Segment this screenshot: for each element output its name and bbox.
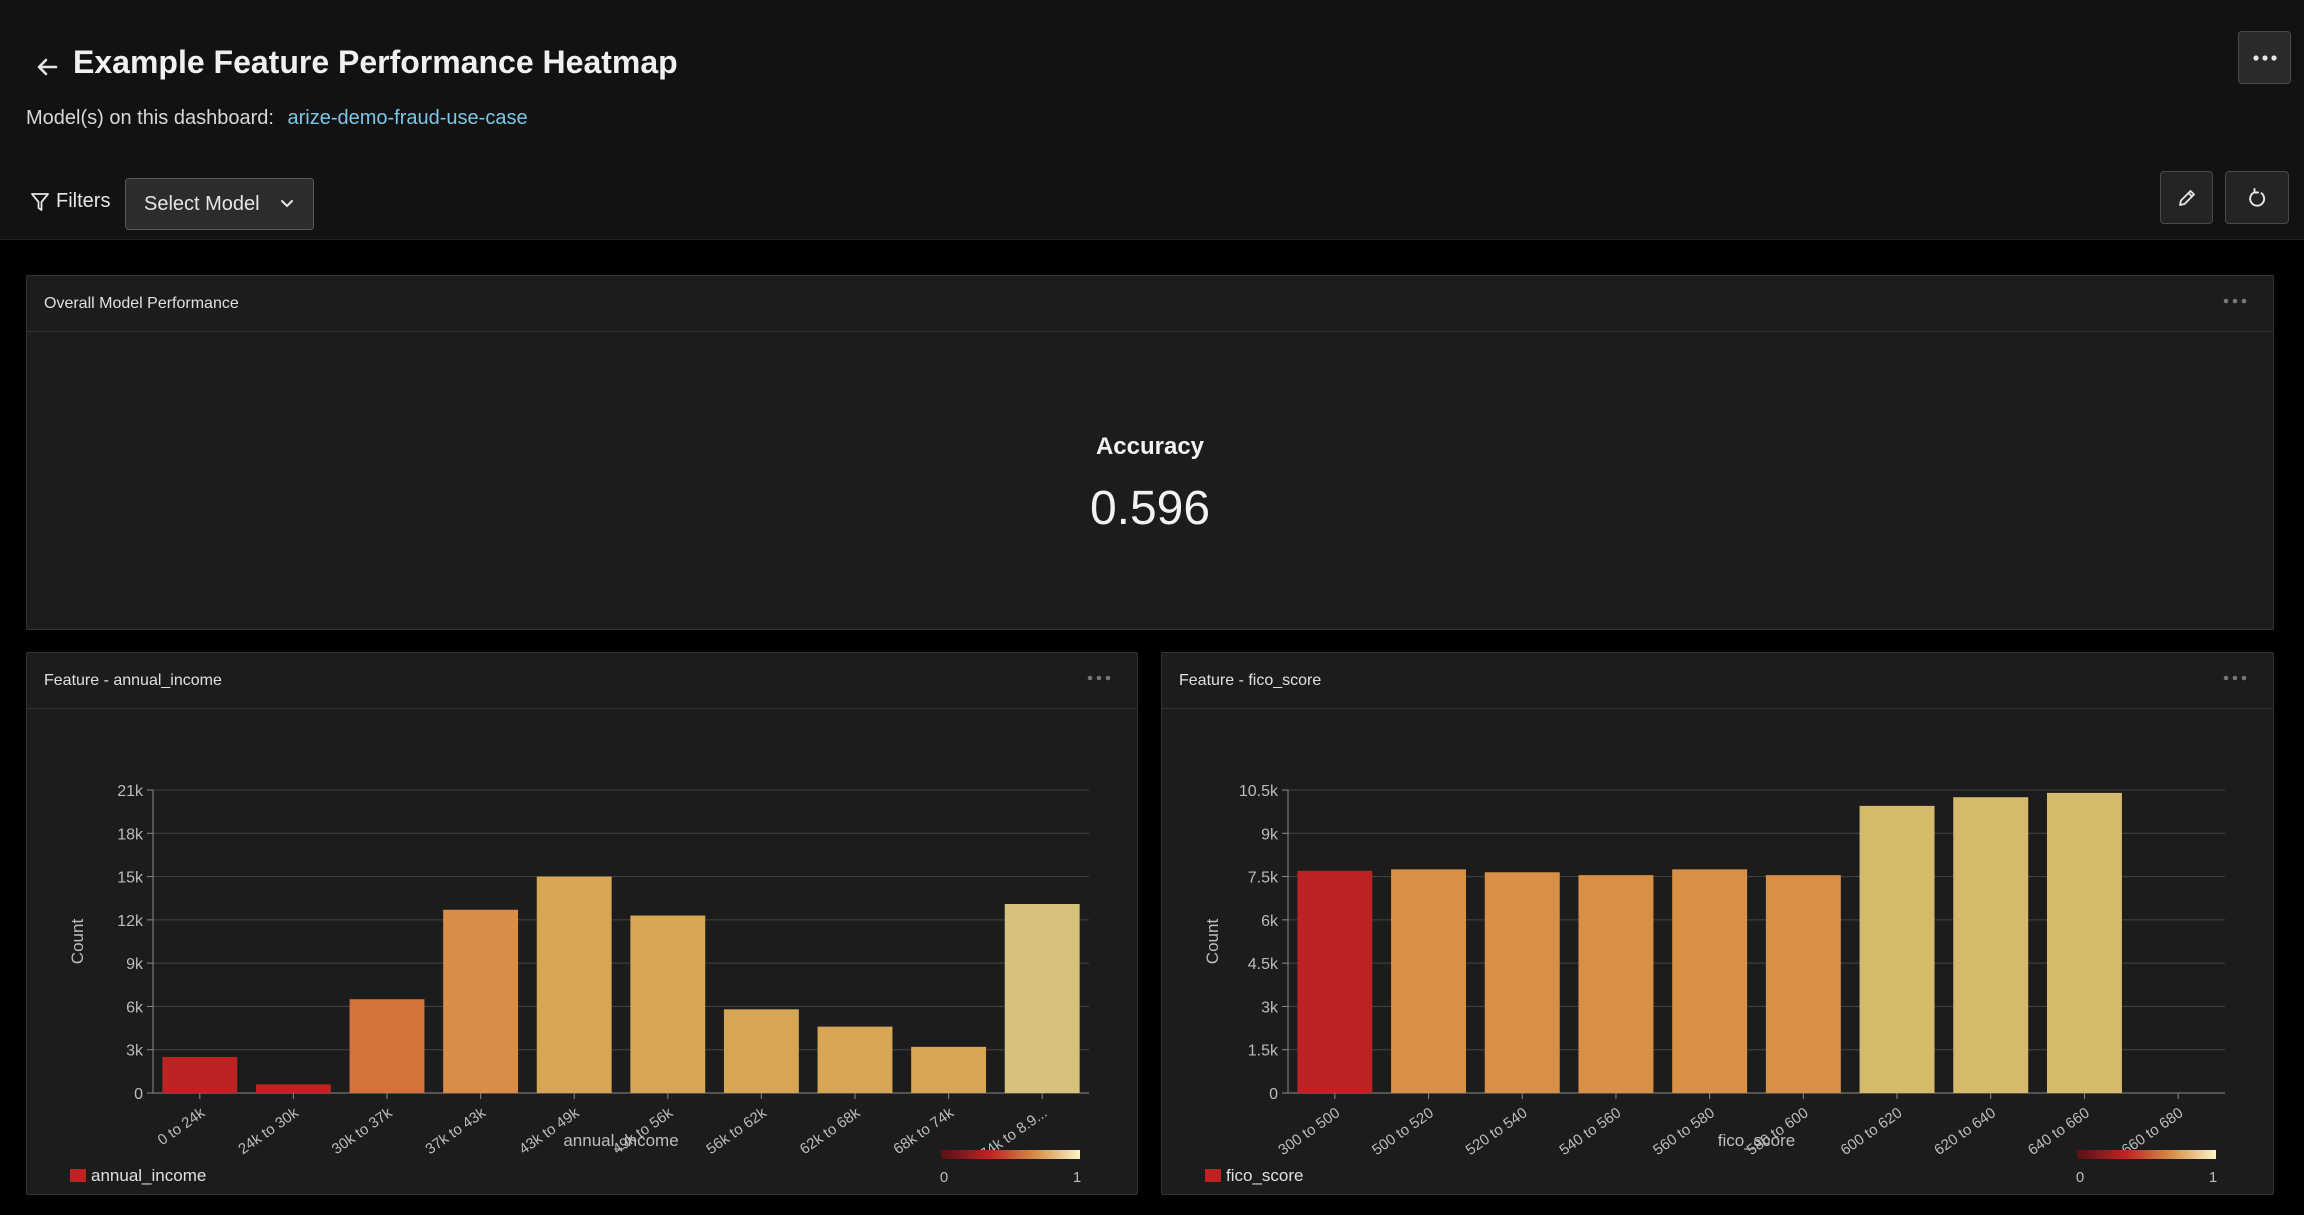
x-tick-label: 600 to 620 (1838, 1104, 1906, 1159)
model-link[interactable]: arize-demo-fraud-use-case (287, 107, 528, 129)
refresh-icon (2249, 187, 2266, 207)
select-model-label: Select Model (144, 192, 260, 215)
y-axis-label: Count (1203, 919, 1222, 965)
y-tick-label: 12k (117, 913, 144, 930)
models-label: Model(s) on this dashboard: (26, 107, 274, 129)
bar (1391, 869, 1467, 1093)
color-scale-min: 0 (940, 1169, 948, 1186)
bar (1004, 903, 1080, 1093)
color-scale-bar (941, 1150, 1080, 1159)
panel-menu-icon[interactable] (1087, 675, 1111, 681)
panel-header: Feature - fico_score (1162, 653, 2273, 709)
x-tick-label: 620 to 640 (1931, 1104, 1999, 1159)
y-tick-label: 1.5k (1248, 1043, 1279, 1060)
annual-income-panel: Feature - annual_income 0 3k 6k 9k 12k 15k 18k… (26, 652, 1138, 1195)
x-tick-label: 62k to 68k (797, 1104, 864, 1158)
y-tick-label: 10.5k (1239, 783, 1279, 800)
ellipsis-icon (2252, 54, 2277, 61)
y-tick-label: 0 (134, 1086, 143, 1103)
filters-button[interactable]: Filters (30, 190, 110, 213)
color-scale-max: 1 (1073, 1169, 1081, 1186)
panel-title: Feature - annual_income (44, 671, 222, 689)
panel-header: Overall Model Performance (27, 276, 2273, 332)
y-tick-label: 6k (126, 999, 144, 1016)
x-tick-label: 68k to 74k (890, 1104, 957, 1158)
bar (630, 915, 706, 1093)
x-tick-label: 300 to 500 (1275, 1104, 1343, 1159)
bar (162, 1056, 238, 1093)
bar (349, 999, 425, 1093)
bar (443, 909, 519, 1093)
bar (911, 1046, 987, 1093)
bar (1859, 805, 1935, 1093)
y-tick-label: 9k (1261, 826, 1279, 843)
x-tick-label: 560 to 580 (1650, 1104, 1718, 1159)
chevron-down-icon (280, 199, 294, 209)
back-arrow-icon[interactable] (30, 50, 64, 84)
filter-icon (31, 192, 49, 211)
x-tick-label: 24k to 30k (235, 1104, 302, 1158)
models-line: Model(s) on this dashboard: arize-demo-f… (26, 107, 528, 130)
y-tick-label: 7.5k (1248, 870, 1279, 887)
y-tick-label: 18k (117, 826, 144, 843)
filters-label: Filters (56, 190, 111, 212)
x-tick-label: 500 to 520 (1369, 1104, 1437, 1159)
y-tick-label: 9k (126, 956, 144, 973)
panel-menu-icon[interactable] (2223, 298, 2247, 304)
bar (723, 1009, 799, 1093)
overall-performance-panel: Overall Model Performance Accuracy 0.596 (26, 275, 2274, 630)
fico-score-panel: Feature - fico_score 0 1.5k 3k 4.5k 6k 7.5k 9k… (1161, 652, 2274, 1195)
x-tick-label: 540 to 560 (1556, 1104, 1624, 1159)
x-tick-label: 56k to 62k (703, 1104, 770, 1158)
bar (255, 1084, 331, 1093)
x-tick-label: 520 to 540 (1463, 1104, 1531, 1159)
refresh-button[interactable] (2225, 171, 2289, 224)
annual-income-chart: 0 3k 6k 9k 12k 15k 18k 21k 0 to 24k 24k to 30k 30k… (68, 783, 1089, 1186)
x-tick-label: 37k to 43k (422, 1104, 489, 1158)
fico-score-chart: 0 1.5k 3k 4.5k 6k 7.5k 9k 10.5k 300 to 500 500 to… (1203, 783, 2225, 1186)
bar (2046, 792, 2122, 1093)
color-scale-bar (2077, 1150, 2216, 1159)
y-axis-label: Count (68, 919, 87, 965)
panel-header: Feature - annual_income (27, 653, 1137, 709)
x-axis-label: annual_income (563, 1131, 678, 1150)
y-tick-label: 0 (1269, 1086, 1278, 1103)
legend-label: fico_score (1226, 1166, 1303, 1185)
y-tick-label: 21k (117, 783, 144, 800)
bar (1484, 872, 1560, 1093)
bar (1953, 797, 2029, 1093)
y-tick-label: 4.5k (1248, 956, 1279, 973)
legend-label: annual_income (91, 1166, 206, 1185)
color-scale-min: 0 (2076, 1169, 2084, 1186)
panel-title: Overall Model Performance (44, 294, 239, 312)
panel-title: Feature - fico_score (1179, 671, 1322, 689)
x-tick-label: 30k to 37k (329, 1104, 396, 1158)
legend-swatch (70, 1169, 86, 1182)
legend-swatch (1205, 1169, 1221, 1182)
bar (1765, 875, 1841, 1093)
x-tick-label: 0 to 24k (155, 1104, 209, 1149)
y-tick-label: 6k (1261, 913, 1279, 930)
dashboard-header: Example Feature Performance Heatmap Mode… (0, 0, 2304, 240)
bar (1578, 875, 1654, 1093)
bar (1297, 870, 1373, 1093)
more-options-button[interactable] (2238, 31, 2291, 84)
x-axis-label: fico_score (1718, 1131, 1795, 1150)
y-tick-label: 15k (117, 870, 144, 887)
y-tick-label: 3k (1261, 999, 1279, 1016)
page-title: Example Feature Performance Heatmap (73, 44, 678, 80)
panel-menu-icon[interactable] (2223, 675, 2247, 681)
y-tick-label: 3k (126, 1043, 144, 1060)
edit-button[interactable] (2160, 171, 2213, 224)
metric-value: 0.596 (1089, 482, 1211, 535)
metric-name: Accuracy (1095, 433, 1205, 460)
bar (1672, 869, 1748, 1093)
pencil-icon (2178, 189, 2195, 206)
bar (536, 876, 612, 1093)
color-scale-max: 1 (2209, 1169, 2217, 1186)
select-model-dropdown[interactable]: Select Model (125, 178, 314, 230)
bar (817, 1026, 893, 1093)
